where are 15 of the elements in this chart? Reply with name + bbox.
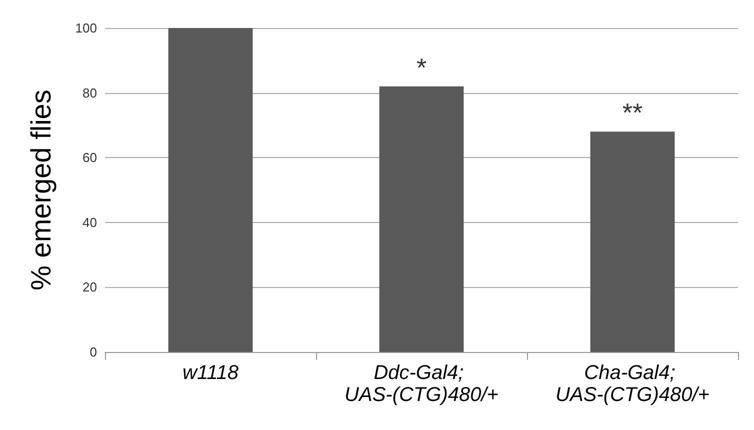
y-tick-label: 0 [90, 344, 97, 360]
y-tick-label: 100 [75, 20, 97, 36]
bar [590, 132, 675, 352]
x-tick-label: Ddc-Gal4; UAS-(CTG)480/+ [344, 362, 498, 406]
x-tick-label: w1118 [182, 362, 238, 384]
y-axis-title: % emerged flies [26, 90, 56, 290]
y-tick-label: 40 [82, 214, 97, 230]
x-tick-label: Cha-Gal4; UAS-(CTG)480/+ [556, 362, 710, 406]
annotation: ** [622, 98, 643, 128]
bar [168, 28, 253, 352]
y-tick-label: 20 [82, 280, 97, 295]
y-tick-label: 60 [82, 150, 97, 166]
y-tick-label: 80 [82, 85, 97, 100]
bar [379, 86, 464, 352]
annotation: * [416, 52, 427, 82]
